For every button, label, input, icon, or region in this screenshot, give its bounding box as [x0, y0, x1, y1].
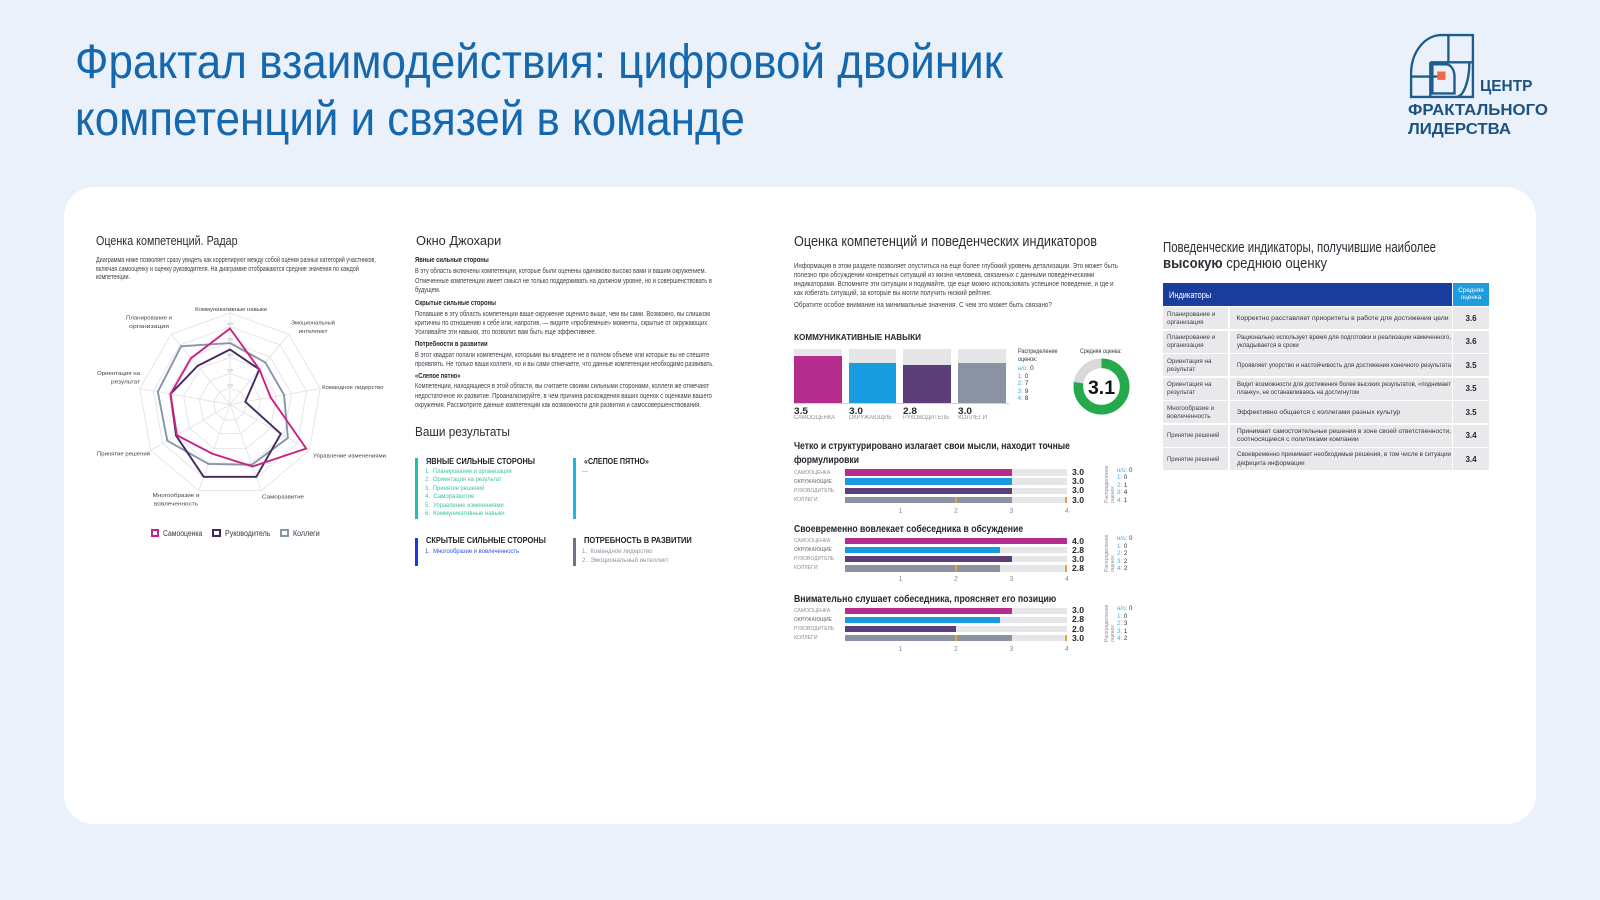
svg-text:Ориентация на: Ориентация на	[97, 371, 141, 377]
svg-text:Командное лидерство: Командное лидерство	[322, 385, 384, 391]
svg-text:3,5: 3,5	[227, 337, 233, 342]
svg-text:организация: организация	[129, 324, 169, 330]
svg-text:3.1: 3.1	[1088, 377, 1115, 399]
svg-text:вовлеченность: вовлеченность	[154, 502, 198, 508]
svg-text:Эмоциональный: Эмоциональный	[291, 320, 335, 327]
svg-text:2,0: 2,0	[227, 382, 233, 387]
svg-text:Саморазвитие: Саморазвитие	[262, 495, 305, 501]
svg-text:3,0: 3,0	[227, 352, 233, 357]
svg-text:Коммуникативные навыки: Коммуникативные навыки	[195, 307, 267, 313]
svg-text:Многообразие и: Многообразие и	[153, 493, 200, 499]
svg-text:интеллект: интеллект	[299, 329, 328, 335]
svg-text:результат: результат	[111, 380, 140, 386]
svg-text:2,5: 2,5	[227, 368, 233, 373]
svg-text:4,0: 4,0	[227, 321, 233, 326]
svg-text:Управление изменениями: Управление изменениями	[313, 454, 386, 460]
svg-text:Планирование и: Планирование и	[126, 316, 172, 322]
svg-text:Принятие решений: Принятие решений	[97, 451, 150, 458]
svg-text:4,5: 4,5	[227, 307, 233, 312]
